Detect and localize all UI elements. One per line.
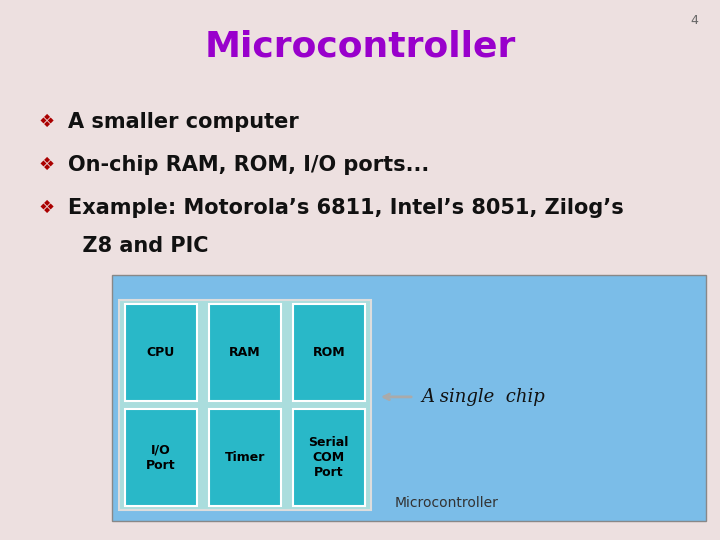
Text: Serial
COM
Port: Serial COM Port (309, 436, 349, 479)
Bar (292, 304, 365, 401)
Text: ROM: ROM (312, 346, 345, 359)
Bar (209, 304, 281, 401)
Bar (209, 409, 281, 506)
Text: I/O
Port: I/O Port (146, 444, 176, 471)
Text: Example: Motorola’s 6811, Intel’s 8051, Zilog’s: Example: Motorola’s 6811, Intel’s 8051, … (68, 198, 624, 218)
Bar (112, 275, 706, 521)
Text: Timer: Timer (225, 451, 265, 464)
Text: ❖: ❖ (39, 156, 55, 174)
Text: A smaller computer: A smaller computer (68, 111, 299, 132)
Text: Z8 and PIC: Z8 and PIC (68, 235, 209, 256)
Bar (119, 300, 371, 510)
Text: 4: 4 (690, 14, 698, 26)
Text: RAM: RAM (229, 346, 261, 359)
Bar (125, 409, 197, 506)
Text: CPU: CPU (147, 346, 175, 359)
Text: Microcontroller: Microcontroller (204, 30, 516, 64)
Text: Microcontroller: Microcontroller (395, 496, 498, 510)
Bar (292, 409, 365, 506)
Text: ❖: ❖ (39, 199, 55, 217)
Bar (125, 304, 197, 401)
Text: A single  chip: A single chip (421, 388, 545, 406)
Text: On-chip RAM, ROM, I/O ports...: On-chip RAM, ROM, I/O ports... (68, 154, 430, 175)
Text: ❖: ❖ (39, 112, 55, 131)
